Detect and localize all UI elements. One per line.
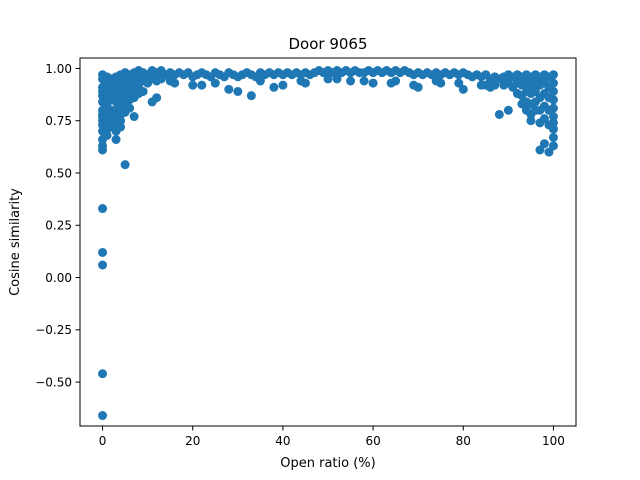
data-point	[102, 130, 112, 140]
data-point	[332, 74, 342, 84]
data-point	[98, 145, 108, 155]
y-tick-label: 0.00	[45, 271, 72, 285]
data-point	[98, 260, 108, 270]
data-point	[548, 103, 558, 113]
data-point	[530, 86, 540, 96]
y-tick-label: 1.00	[45, 62, 72, 76]
data-point	[120, 160, 130, 170]
data-point	[386, 78, 396, 88]
data-points	[98, 66, 558, 421]
data-point	[359, 76, 369, 86]
data-point	[548, 78, 558, 88]
data-point	[246, 91, 256, 101]
y-tick-label: −0.25	[35, 323, 72, 337]
data-point	[134, 89, 144, 99]
data-point	[548, 95, 558, 105]
data-point	[548, 112, 558, 122]
data-point	[116, 116, 126, 126]
data-point	[111, 95, 121, 105]
data-point	[224, 84, 234, 94]
data-point	[458, 84, 468, 94]
data-point	[548, 141, 558, 151]
data-point	[278, 80, 288, 90]
x-tick-label: 0	[99, 434, 107, 448]
data-point	[233, 86, 243, 96]
y-tick-label: 0.75	[45, 114, 72, 128]
data-point	[454, 78, 464, 88]
data-point	[346, 76, 356, 86]
data-point	[98, 247, 108, 257]
data-point	[116, 122, 126, 132]
data-point	[494, 109, 504, 119]
x-tick-label: 100	[542, 434, 565, 448]
data-point	[544, 147, 554, 157]
data-point	[120, 107, 130, 117]
data-point	[409, 80, 419, 90]
chart-title: Door 9065	[288, 35, 367, 53]
data-point	[152, 93, 162, 103]
data-point	[539, 139, 549, 149]
data-point	[548, 118, 558, 128]
data-point	[129, 112, 139, 122]
y-axis-label: Cosine similarity	[8, 188, 23, 296]
data-point	[111, 135, 121, 145]
data-point	[98, 369, 108, 379]
data-point	[539, 114, 549, 124]
y-tick-label: −0.50	[35, 375, 72, 389]
plot-area-frame	[79, 57, 577, 427]
data-point	[548, 132, 558, 142]
x-tick-label: 20	[185, 434, 200, 448]
data-point	[490, 80, 500, 90]
x-tick-label: 80	[456, 434, 471, 448]
x-tick-label: 60	[365, 434, 380, 448]
data-point	[98, 204, 108, 214]
data-point	[323, 74, 333, 84]
data-point	[535, 145, 545, 155]
data-point	[548, 124, 558, 134]
data-point	[170, 78, 180, 88]
y-axis-ticks: −0.50 −0.25 0.00 0.25 0.50 0.75 1.00	[35, 62, 80, 389]
data-point	[116, 101, 126, 111]
data-point	[548, 86, 558, 96]
y-tick-label: 0.25	[45, 219, 72, 233]
data-point	[368, 78, 378, 88]
data-point	[255, 76, 265, 86]
y-tick-label: 0.50	[45, 166, 72, 180]
data-point	[476, 80, 486, 90]
data-point	[548, 70, 558, 80]
data-point	[296, 76, 306, 86]
data-point	[197, 80, 207, 90]
x-tick-label: 40	[275, 434, 290, 448]
data-point	[269, 82, 279, 92]
data-point	[98, 411, 108, 421]
data-point	[431, 76, 441, 86]
data-point	[188, 80, 198, 90]
x-axis-label: Open ratio (%)	[280, 456, 375, 471]
data-point	[526, 116, 536, 126]
x-axis-ticks: 0 20 40 60 80 100	[99, 426, 565, 448]
data-point	[210, 78, 220, 88]
data-point	[503, 105, 513, 115]
